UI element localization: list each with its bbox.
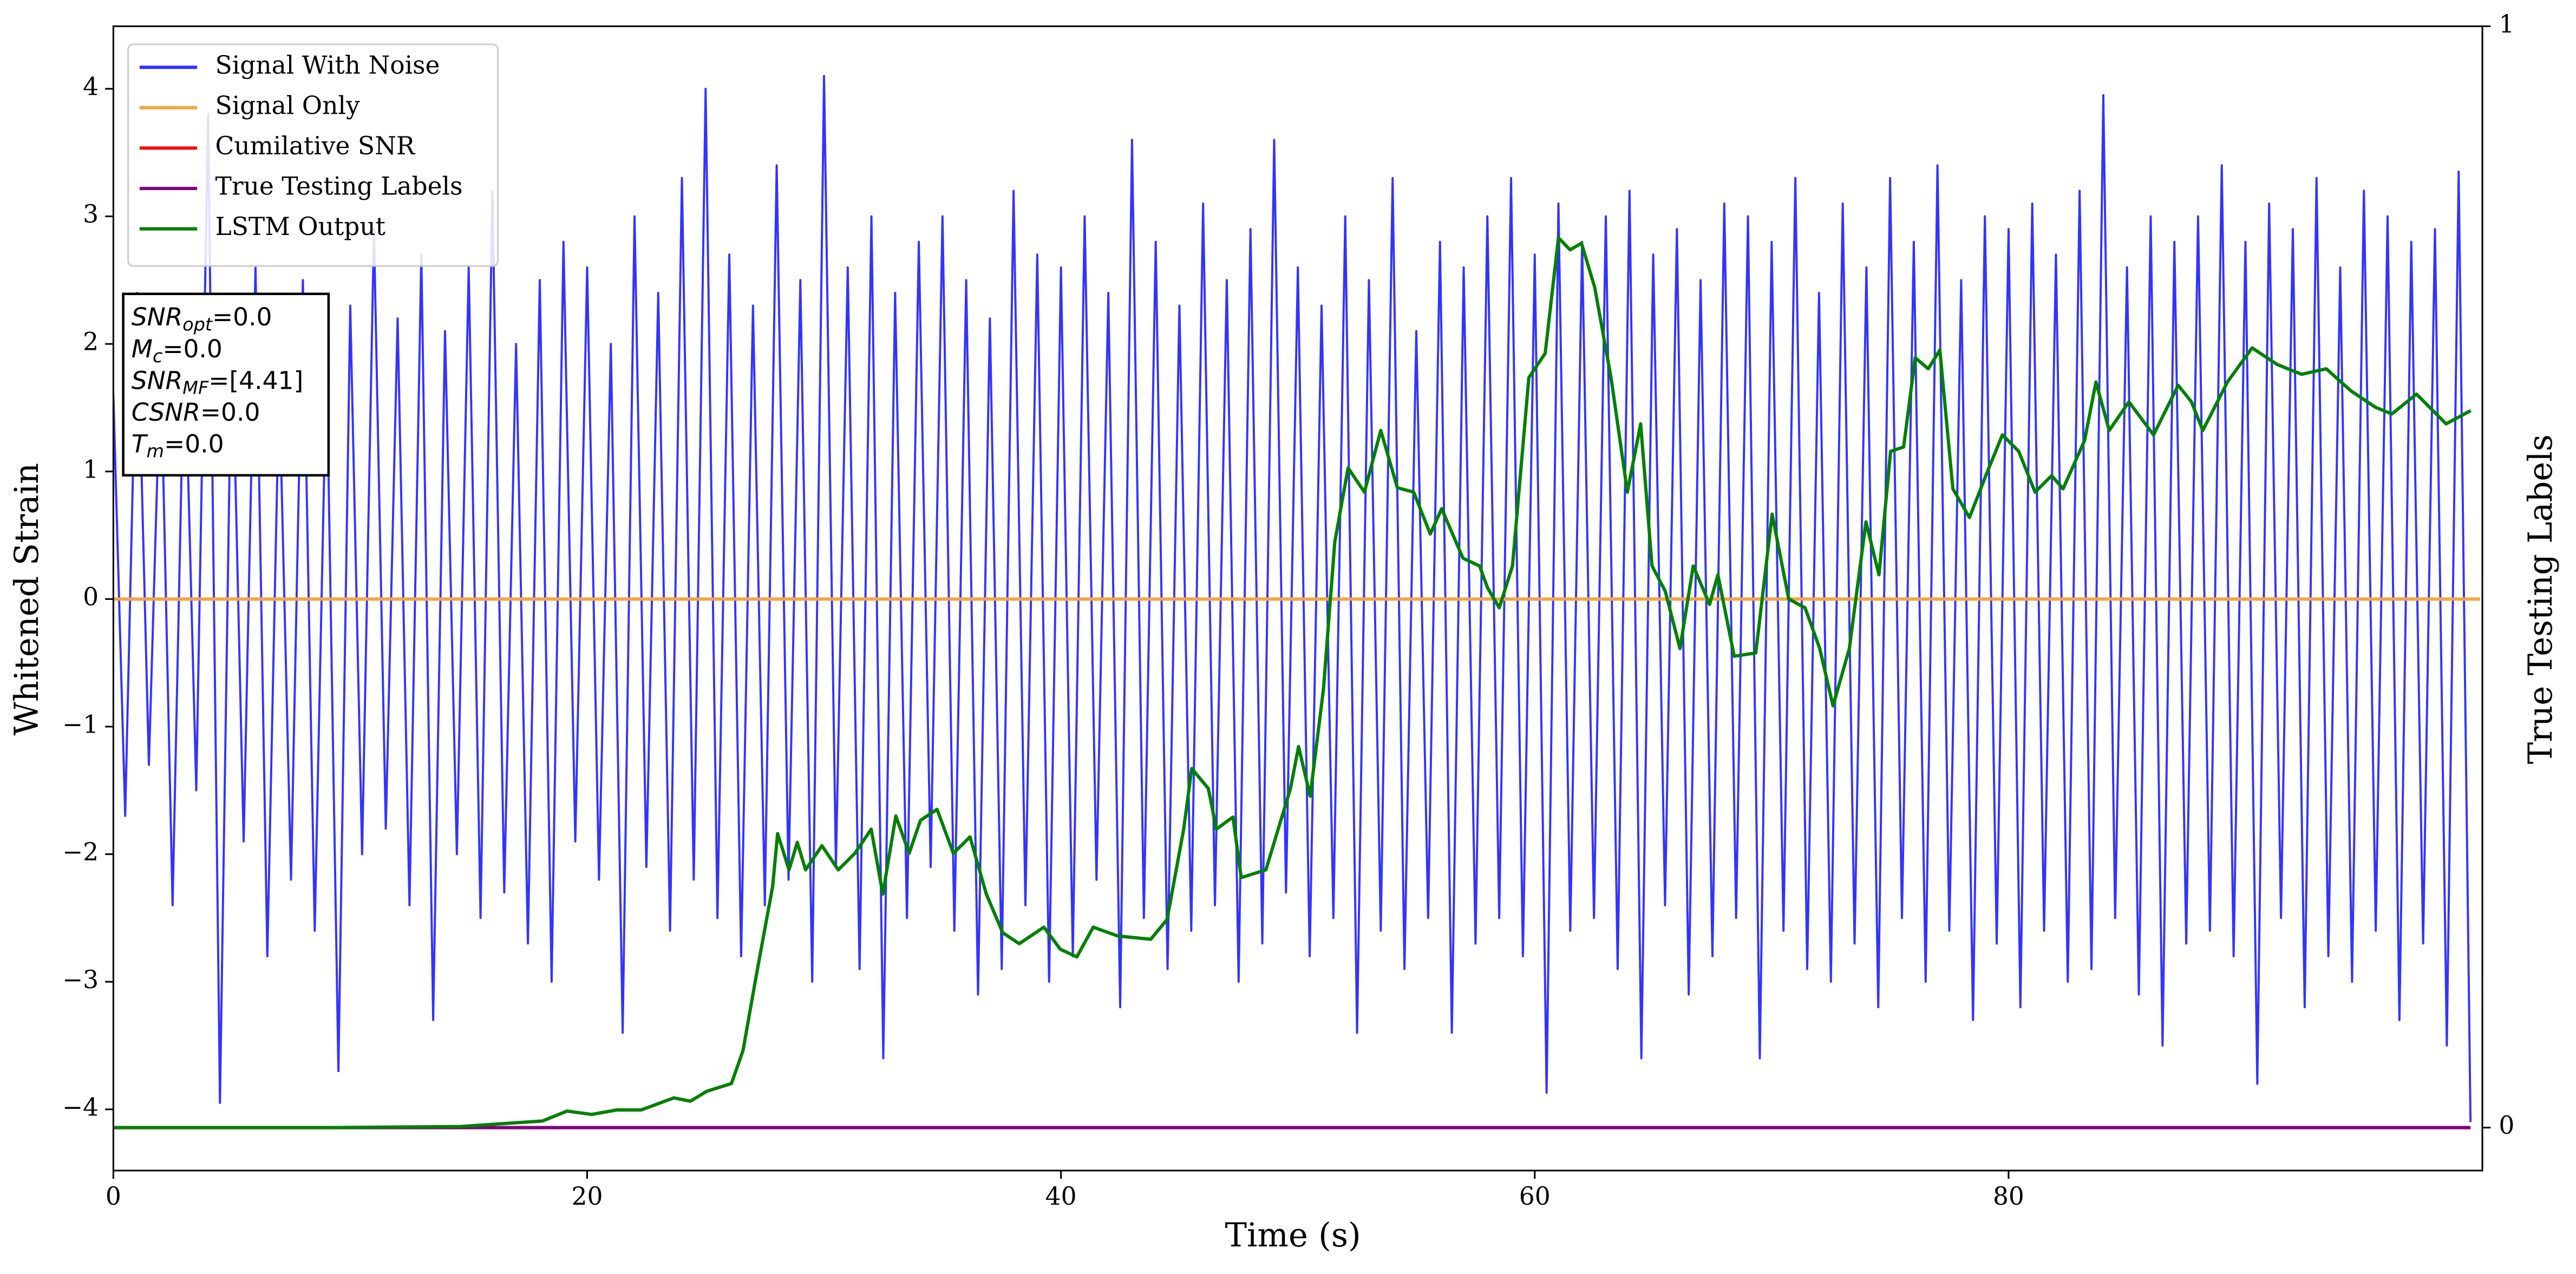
annotation-subscript: MF: [182, 377, 209, 398]
annotation: SNRopt=0.0Mc=0.0SNRMF=[4.41]CSNR=0.0Tm=0…: [122, 292, 330, 477]
y-tick-label: 1: [83, 455, 99, 484]
legend-label: Signal With Noise: [215, 51, 440, 80]
annotation-line: Tm=0.0: [132, 429, 224, 461]
legend-box: [127, 43, 499, 267]
y-axis-label: Whitened Strain: [8, 463, 46, 736]
y2-axis-label: True Testing Labels: [2522, 434, 2560, 764]
annotation-text: =0.0: [212, 303, 272, 331]
annotation-subscript: c: [153, 345, 162, 366]
plot-frame: [112, 25, 2483, 1172]
x-tick-label: 20: [572, 1182, 603, 1211]
legend-label: Signal Only: [215, 91, 360, 120]
y-tick-label: 3: [83, 200, 99, 228]
annotation-box: [122, 292, 330, 477]
x-axis-label: Time (s): [1225, 1217, 1361, 1255]
annotation-symbol: SNR: [132, 366, 183, 395]
annotation-line: Mc=0.0: [132, 334, 223, 366]
legend-label: Cumilative SNR: [215, 132, 416, 160]
annotation-subscript: opt: [182, 313, 213, 335]
annotation-text: =0.0: [164, 429, 224, 458]
y2-tick-label: 1: [2499, 10, 2514, 38]
y-tick-label: 2: [83, 328, 99, 356]
y-tick-label: 4: [83, 72, 99, 101]
annotation-symbol: SNR: [132, 303, 183, 331]
y2-tick-label: 0: [2499, 1111, 2514, 1140]
annotation-subscript: m: [147, 440, 165, 461]
y-tick-label: −3: [62, 965, 99, 994]
annotation-symbol: M: [132, 334, 153, 363]
x-tick-label: 60: [1519, 1182, 1551, 1211]
series-line: [113, 236, 2472, 1129]
legend-label: LSTM Output: [215, 212, 385, 241]
annotation-line: CSNR=0.0: [132, 397, 260, 426]
annotation-text: =0.0: [200, 397, 260, 426]
x-tick-label: 0: [106, 1182, 121, 1211]
x-tick-label: 80: [1993, 1182, 2024, 1211]
x-tick-label: 40: [1045, 1182, 1077, 1211]
annotation-symbol: T: [132, 429, 148, 458]
series-line: [113, 75, 2472, 1122]
annotation-symbol: CSNR: [132, 397, 200, 426]
y-tick-label: −2: [62, 838, 99, 866]
y-tick-label: −1: [62, 710, 99, 739]
annotation-text: =[4.41]: [208, 366, 303, 395]
y-tick-label: −4: [62, 1093, 99, 1121]
legend: Signal With Noise Signal Only Cumilative S…: [127, 43, 499, 267]
annotation-line: SNRopt=0.0: [132, 303, 272, 335]
legend-label: True Testing Labels: [215, 172, 463, 201]
annotation-text: =0.0: [162, 334, 222, 363]
y-tick-label: 0: [83, 583, 99, 611]
annotation-line: SNRMF=[4.41]: [132, 366, 304, 398]
